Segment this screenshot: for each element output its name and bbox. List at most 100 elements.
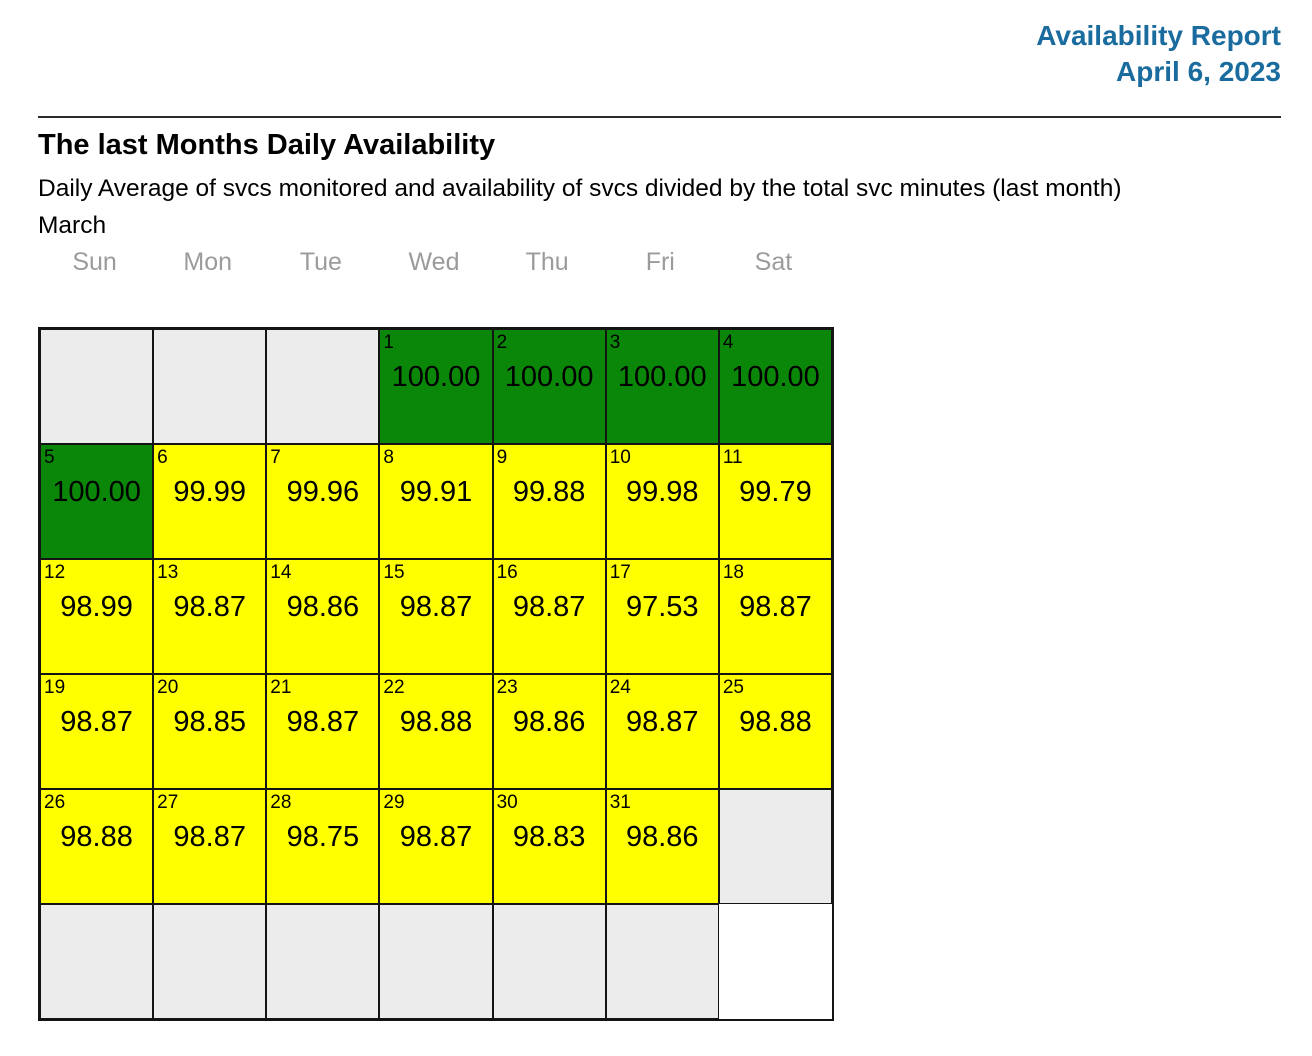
day-number: [267, 330, 378, 356]
availability-value: 100.00: [731, 361, 820, 393]
day-number: 6: [157, 447, 168, 468]
calendar-day-cell-11: 11 99.79: [718, 444, 832, 559]
day-number: [41, 905, 152, 931]
header-divider: [38, 116, 1281, 118]
availability-value: 99.88: [512, 476, 586, 508]
calendar-day-cell-18: 18 98.87: [718, 559, 832, 674]
day-number: 9: [496, 447, 508, 468]
day-number: [41, 330, 152, 356]
day-number: 3: [609, 332, 621, 353]
calendar-day-cell-9: 9 99.88: [492, 444, 606, 559]
weekday-label: Thu: [525, 248, 569, 276]
calendar-day-cell-7: 7 99.96: [266, 444, 380, 559]
calendar-day-cell-30: 30 98.83: [492, 789, 606, 904]
calendar-day-cell-5: 5 100.00: [40, 444, 154, 559]
calendar-day-cell-20: 20 98.85: [153, 674, 267, 789]
calendar-day-cell-17: 17 97.53: [605, 559, 719, 674]
day-number: 20: [157, 677, 179, 698]
calendar-empty-cell: [153, 904, 267, 1019]
weekday-label: Tue: [299, 248, 342, 276]
day-number: 28: [270, 792, 292, 813]
availability-value: 98.86: [286, 591, 360, 623]
day-number: 13: [157, 562, 179, 583]
availability-value: 98.86: [625, 821, 699, 853]
day-number: 1: [383, 332, 394, 353]
availability-value: 98.88: [739, 706, 812, 738]
calendar-day-cell-15: 15 98.87: [379, 559, 493, 674]
day-number: 25: [722, 677, 744, 698]
day-number: 11: [722, 447, 743, 468]
availability-value: 98.85: [173, 706, 246, 738]
weekday-label: Wed: [408, 248, 460, 276]
calendar-day-cell-16: 16 98.87: [492, 559, 606, 674]
availability-value: 98.87: [399, 591, 473, 623]
report-content: Availability Report April 6, 2023 The la…: [38, 18, 1281, 1021]
month-label: March: [38, 212, 107, 239]
day-number: 5: [44, 447, 55, 468]
day-number: 21: [270, 677, 292, 698]
day-number: 26: [44, 792, 66, 813]
day-number: 29: [383, 792, 405, 813]
calendar-day-cell-10: 10 99.98: [605, 444, 719, 559]
calendar-day-cell-29: 29 98.87: [379, 789, 493, 904]
availability-value: 98.87: [625, 706, 699, 738]
calendar-day-cell-27: 27 98.87: [153, 789, 267, 904]
calendar-day-cell-25: 25 98.88: [718, 674, 832, 789]
calendar-day-cell-13: 13 98.87: [153, 559, 267, 674]
day-number: 8: [383, 447, 394, 468]
calendar-empty-cell: [718, 789, 832, 904]
calendar-empty-cell: [40, 329, 154, 444]
day-number: 10: [609, 447, 631, 468]
availability-value: 98.86: [512, 706, 586, 738]
section-heading: The last Months Daily Availability: [38, 129, 496, 161]
calendar-day-cell-22: 22 98.88: [379, 674, 493, 789]
availability-value: 99.96: [286, 476, 360, 508]
calendar-day-cell-31: 31 98.86: [605, 789, 719, 904]
day-number: 7: [270, 447, 281, 468]
availability-value: 100.00: [617, 361, 707, 393]
day-number: 4: [722, 332, 734, 353]
availability-value: 98.87: [286, 706, 360, 738]
availability-value: 98.83: [512, 821, 586, 853]
availability-value: 99.99: [173, 476, 246, 508]
day-number: 14: [270, 562, 292, 583]
day-number: 31: [609, 792, 631, 813]
weekday-label: Sun: [72, 248, 117, 276]
day-number: 12: [44, 562, 66, 583]
day-number: 22: [383, 677, 405, 698]
availability-value: 98.87: [739, 591, 812, 623]
availability-value: 98.87: [399, 821, 473, 853]
weekday-label: Sat: [754, 248, 793, 276]
day-number: [267, 905, 378, 931]
day-number: [720, 790, 831, 816]
weekday-label: Fri: [645, 248, 675, 276]
availability-value: 100.00: [504, 361, 594, 393]
availability-value: 99.79: [739, 476, 812, 508]
availability-value: 98.88: [399, 706, 473, 738]
calendar-empty-cell: [266, 329, 380, 444]
availability-value: 99.98: [625, 476, 699, 508]
availability-value: 98.99: [60, 591, 133, 623]
day-number: 30: [496, 792, 518, 813]
day-number: [494, 905, 605, 931]
calendar-empty-cell: [379, 904, 493, 1019]
calendar-day-cell-21: 21 98.87: [266, 674, 380, 789]
calendar-empty-cell: [605, 904, 719, 1019]
calendar-day-cell-23: 23 98.86: [492, 674, 606, 789]
day-number: [380, 905, 491, 931]
calendar-day-cell-4: 4 100.00: [718, 329, 832, 444]
calendar-day-cell-2: 2 100.00: [492, 329, 606, 444]
day-number: 18: [722, 562, 744, 583]
calendar-day-cell-19: 19 98.87: [40, 674, 154, 789]
report-header: Availability Report April 6, 2023: [38, 18, 1281, 90]
availability-value: 97.53: [625, 591, 699, 623]
availability-value: 98.87: [512, 591, 586, 623]
calendar-day-cell-1: 1 100.00: [379, 329, 493, 444]
calendar-day-cell-24: 24 98.87: [605, 674, 719, 789]
availability-value: 99.91: [399, 476, 473, 508]
calendar-empty-cell: [40, 904, 154, 1019]
weekday-label: Mon: [183, 248, 233, 276]
calendar-empty-cell: [153, 329, 267, 444]
availability-value: 100.00: [52, 476, 141, 508]
day-number: 19: [44, 677, 66, 698]
